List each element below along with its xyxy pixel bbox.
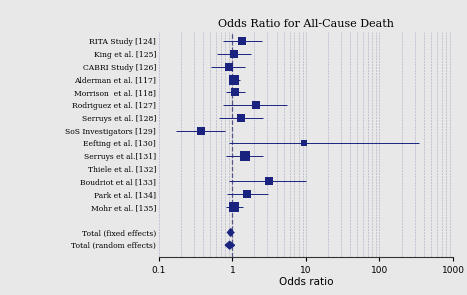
Title: Odds Ratio for All-Cause Death: Odds Ratio for All-Cause Death [218, 19, 394, 29]
Polygon shape [225, 241, 234, 249]
Polygon shape [227, 229, 234, 236]
X-axis label: Odds ratio: Odds ratio [279, 278, 333, 287]
